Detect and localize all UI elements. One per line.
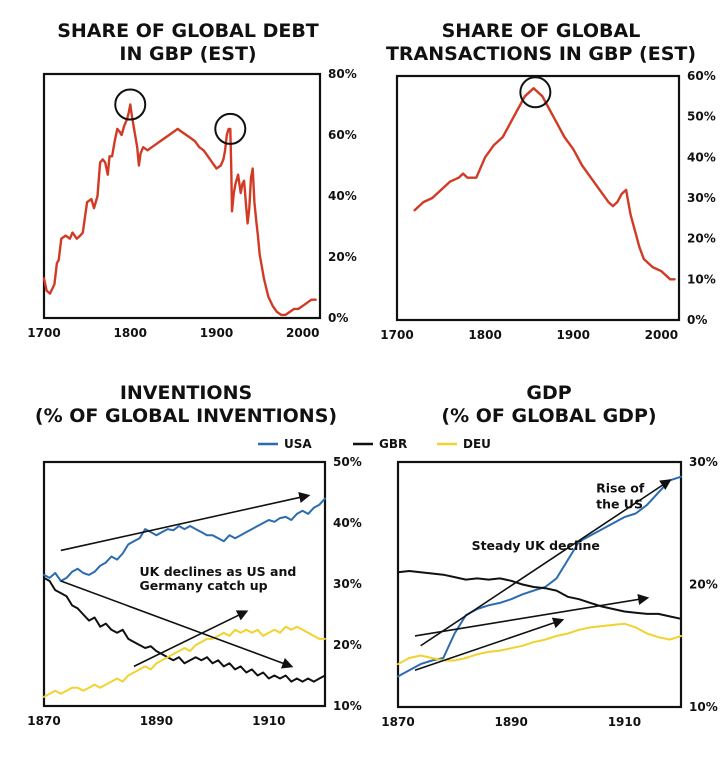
inventions-y-tick-label: 40%	[333, 516, 362, 530]
inventions-series-deu-line	[43, 625, 326, 698]
legend-usa-label: USA	[284, 437, 312, 451]
gdp-series-usa-line	[397, 475, 682, 678]
transactions-x-tick-label: 1800	[468, 328, 501, 342]
gdp-trend-arrow-3	[420, 479, 672, 647]
transactions-y-tick-label: 0%	[687, 313, 707, 327]
gdp-y-tick-label: 20%	[689, 578, 718, 592]
debt-y-tick-label: 60%	[328, 128, 357, 142]
inventions-trend-arrow-3	[133, 610, 249, 668]
debt-x-tick-label: 2000	[286, 326, 319, 340]
transactions-x-tick-label: 2000	[645, 328, 678, 342]
gdp-annotation: Steady UK decline	[472, 538, 600, 553]
inventions-series-usa-line	[43, 497, 326, 582]
inventions-x-tick-label: 1890	[140, 714, 173, 728]
transactions-title-line-1: SHARE OF GLOBAL	[442, 20, 641, 42]
debt-y-tick-label: 20%	[328, 250, 357, 264]
debt-x-tick-label: 1900	[200, 326, 233, 340]
gdp-title-line-1: GDP	[526, 382, 571, 404]
inventions-y-tick-label: 50%	[333, 455, 362, 469]
inventions-trend-arrow-1	[60, 492, 311, 552]
gdp-y-tick-label: 10%	[689, 700, 718, 714]
debt-peak-circle-2	[214, 112, 247, 145]
debt-x-tick-label: 1700	[27, 326, 60, 340]
gdp-trend-arrow-2	[414, 617, 565, 672]
gdp-trend-arrow-1	[414, 593, 650, 637]
transactions-title-line-2: TRANSACTIONS IN GBP (EST)	[386, 43, 696, 65]
debt-title-line-2: IN GBP (EST)	[119, 43, 256, 65]
debt-title-line-1: SHARE OF GLOBAL DEBT	[57, 20, 319, 42]
gdp-title-line-2: (% OF GLOBAL GDP)	[441, 405, 656, 427]
transactions-y-tick-label: 10%	[687, 272, 716, 286]
debt-y-tick-label: 0%	[328, 311, 348, 325]
gdp-x-tick-label: 1870	[381, 715, 414, 729]
inventions-title-line-2: (% OF GLOBAL INVENTIONS)	[35, 405, 337, 427]
transactions-y-tick-label: 40%	[687, 150, 716, 164]
legend-gbr-label: GBR	[379, 437, 407, 451]
inventions-title-line-1: INVENTIONS	[120, 382, 252, 404]
gdp-series-gbr-line	[397, 570, 682, 620]
inventions-y-tick-label: 30%	[333, 577, 362, 591]
inventions-trend-arrow-2	[60, 580, 294, 669]
transactions-x-tick-label: 1900	[557, 328, 590, 342]
transactions-y-tick-label: 30%	[687, 191, 716, 205]
debt-plot-frame	[42, 72, 322, 320]
transactions-plot-frame	[395, 74, 681, 322]
legend-deu-label: DEU	[463, 437, 491, 451]
inventions-x-tick-label: 1870	[27, 714, 60, 728]
transactions-peak-circle	[519, 76, 552, 109]
gdp-plot-frame	[396, 460, 683, 709]
inventions-plot-frame	[42, 460, 327, 708]
transactions-y-tick-label: 50%	[687, 110, 716, 124]
inventions-series-gbr-line	[43, 576, 326, 683]
inventions-y-tick-label: 20%	[333, 638, 362, 652]
inventions-annotation: Germany catch up	[140, 578, 268, 593]
debt-series-gbp-share-of-global-debt-line	[42, 103, 317, 317]
inventions-annotation: UK declines as US and	[140, 564, 297, 579]
gdp-x-tick-label: 1910	[608, 715, 641, 729]
inventions-y-tick-label: 10%	[333, 699, 362, 713]
transactions-series-gbp-share-of-global-transactions-line	[413, 86, 676, 281]
inventions-x-tick-label: 1910	[252, 714, 285, 728]
transactions-y-tick-label: 20%	[687, 232, 716, 246]
gdp-x-tick-label: 1890	[494, 715, 527, 729]
gdp-y-tick-label: 30%	[689, 455, 718, 469]
transactions-y-tick-label: 60%	[687, 69, 716, 83]
gdp-annotation: the US	[596, 497, 643, 512]
transactions-x-tick-label: 1700	[380, 328, 413, 342]
gdp-annotation: Rise of	[596, 481, 645, 496]
debt-x-tick-label: 1800	[114, 326, 147, 340]
debt-peak-circle-1	[114, 88, 147, 121]
debt-y-tick-label: 80%	[328, 67, 357, 81]
debt-y-tick-label: 40%	[328, 189, 357, 203]
